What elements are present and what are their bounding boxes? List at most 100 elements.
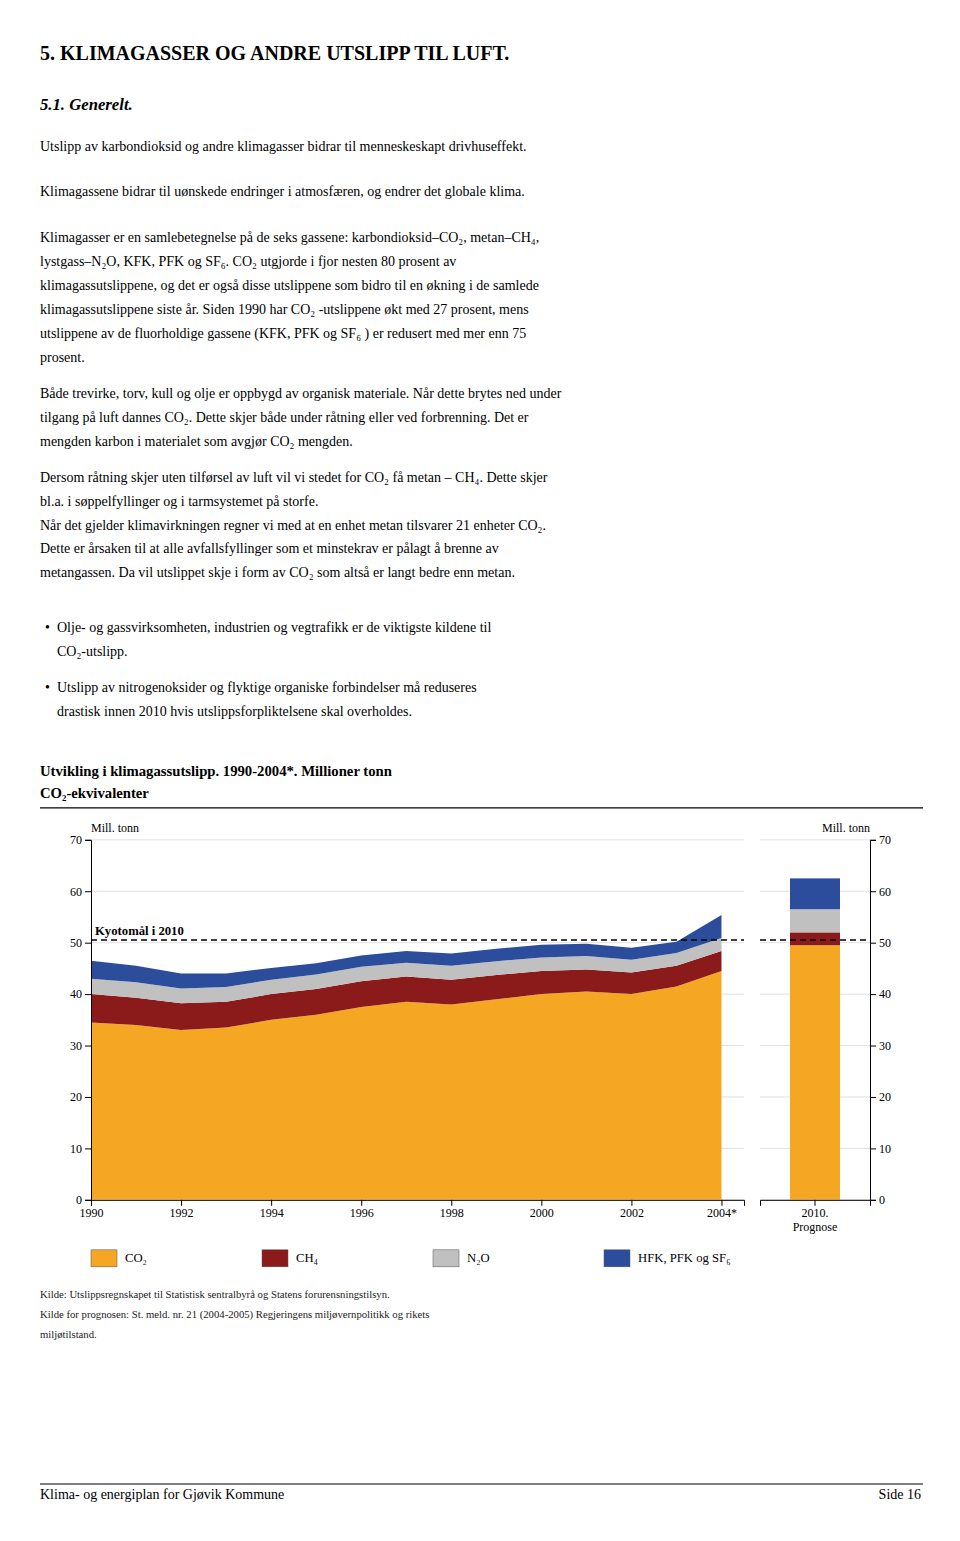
tick-mark: [361, 1200, 362, 1206]
tick: 30: [70, 1039, 91, 1053]
legend-label: CH₄: [296, 1251, 318, 1265]
paragraph-line: Når det gjelder klimavirkningen regner v…: [40, 518, 546, 533]
tick: 2004*: [707, 1200, 737, 1221]
axis-line: [85, 840, 92, 1200]
tick-mark: [85, 943, 91, 944]
x-axis: 2010.Prognose: [761, 1200, 871, 1234]
tick: 60: [70, 885, 91, 899]
bar-series: [790, 932, 840, 945]
bar: [790, 909, 840, 932]
bar: [790, 878, 840, 909]
footer-left: Klima- og energiplan for Gjøvik Kommune: [40, 1487, 284, 1502]
tick: 1992: [170, 1200, 194, 1221]
bar: [790, 945, 840, 1200]
grid-line: [91, 942, 744, 943]
axis-line: [92, 1200, 745, 1206]
tick-label: 60: [70, 885, 82, 899]
legend-swatch: [604, 1250, 630, 1267]
tick: 50: [870, 936, 891, 950]
paragraph-line: bl.a. i søppelfyllinger og i tarmsysteme…: [40, 494, 318, 509]
tick: 0: [76, 1193, 91, 1207]
tick-label: 1994: [260, 1206, 284, 1220]
tick-mark: [271, 1200, 272, 1206]
paragraph-line: klimagassutslippene siste år. Siden 1990…: [40, 302, 529, 317]
tick-label: 50: [70, 936, 82, 950]
grid-line: [91, 891, 744, 892]
tick: 2002: [620, 1200, 644, 1221]
tick-label: 2000: [530, 1206, 554, 1220]
footer-rule: [40, 1483, 923, 1484]
tick: 50: [70, 936, 91, 950]
tick-label: 10: [70, 1142, 82, 1156]
bar-series: [790, 945, 840, 1200]
bullet-symbol: •: [45, 620, 50, 635]
tick-mark: [870, 943, 876, 944]
tick: 2000: [530, 1200, 554, 1221]
plot-area: [760, 878, 870, 1199]
grid-line: [760, 839, 870, 840]
tick: 1990: [80, 1200, 104, 1221]
page-title: 5. KLIMAGASSER OG ANDRE UTSLIPP TIL LUFT…: [40, 42, 509, 64]
tick-mark: [870, 1200, 876, 1201]
tick: 1998: [440, 1200, 464, 1221]
tick-mark: [870, 994, 876, 995]
paragraph-line: klimagassutslippene, og det er også diss…: [40, 278, 539, 293]
bar-series: [790, 909, 840, 932]
source-text: Kilde for prognosen: St. meld. nr. 21 (2…: [40, 1308, 429, 1321]
bullet-line: Utslipp av nitrogenoksider og flyktige o…: [57, 680, 477, 695]
legend-swatch: [433, 1250, 459, 1267]
grid-line: [91, 839, 744, 840]
legend-label: HFK, PFK og SF₆: [638, 1251, 731, 1265]
bullet-line: drastisk innen 2010 hvis utslippsforplik…: [57, 704, 412, 719]
source-text: Kilde: Utslippsregnskapet til Statistisk…: [40, 1288, 390, 1300]
section-title: 5.1. Generelt.: [40, 95, 133, 114]
area-chart: Kyotomål i 20101990199219941996199820002…: [70, 833, 745, 1220]
tick-label: 20: [70, 1090, 82, 1104]
chart-subtitle: CO₂-ekvivalenter: [40, 785, 149, 801]
bullet-symbol: •: [45, 680, 50, 695]
tick-mark: [870, 840, 876, 841]
paragraph-line: lystgass–N₂O, KFK, PFK og SF₆. CO₂ utgjo…: [40, 254, 456, 269]
tick-mark: [85, 891, 91, 892]
tick-mark: [721, 1200, 722, 1206]
tick: 40: [70, 987, 91, 1001]
tick-label: 30: [879, 1039, 891, 1053]
paragraph-line: Dersom råtning skjer uten tilførsel av l…: [40, 470, 548, 485]
axis-line: [761, 1200, 871, 1206]
tick-label: 50: [879, 936, 891, 950]
paragraph-line: Klimagassene bidrar til uønskede endring…: [40, 184, 525, 199]
source-text: miljøtilstand.: [40, 1328, 97, 1340]
footer-right: Side 16: [879, 1487, 921, 1502]
tick-mark: [85, 1097, 91, 1098]
paragraph-line: mengden karbon i materialet som avgjør C…: [40, 434, 353, 449]
paragraph-line: utslippene av de fluorholdige gassene (K…: [40, 326, 526, 342]
tick-label: 2002: [620, 1206, 644, 1220]
tick-mark: [541, 1200, 542, 1206]
tick-label: 2010.Prognose: [793, 1206, 838, 1234]
paragraph-line: prosent.: [40, 350, 85, 365]
tick-label: 60: [879, 885, 891, 899]
chart-title: Utvikling i klimagassutslipp. 1990-2004*…: [40, 763, 392, 779]
grid: [760, 840, 870, 1200]
paragraph-line: Klimagasser er en samlebetegnelse på de …: [40, 230, 539, 245]
title-rule: [40, 807, 923, 808]
tick: 1996: [350, 1200, 374, 1221]
tick-mark: [870, 891, 876, 892]
tick-label: 70: [879, 833, 891, 847]
reference-line: [91, 939, 744, 941]
paragraph-line: tilgang på luft dannes CO₂. Dette skjer …: [40, 410, 529, 425]
axis-title: Mill. tonn: [822, 821, 870, 835]
paragraph-line: metangassen. Da vil utslippet skje i for…: [40, 565, 515, 580]
axis-title: Mill. tonn: [91, 821, 139, 835]
tick-label: 40: [70, 987, 82, 1001]
axis-line: [871, 840, 877, 1200]
area-series: [91, 915, 721, 989]
legend-label: CO₂: [125, 1251, 147, 1265]
tick-mark: [451, 1200, 452, 1206]
tick-mark: [85, 840, 91, 841]
tick: 1994: [260, 1200, 284, 1221]
tick-label: 0: [879, 1193, 885, 1207]
tick-mark: [85, 1148, 91, 1149]
tick-label: 1992: [170, 1206, 194, 1220]
paragraph-line: Utslipp av karbondioksid og andre klimag…: [40, 139, 527, 154]
